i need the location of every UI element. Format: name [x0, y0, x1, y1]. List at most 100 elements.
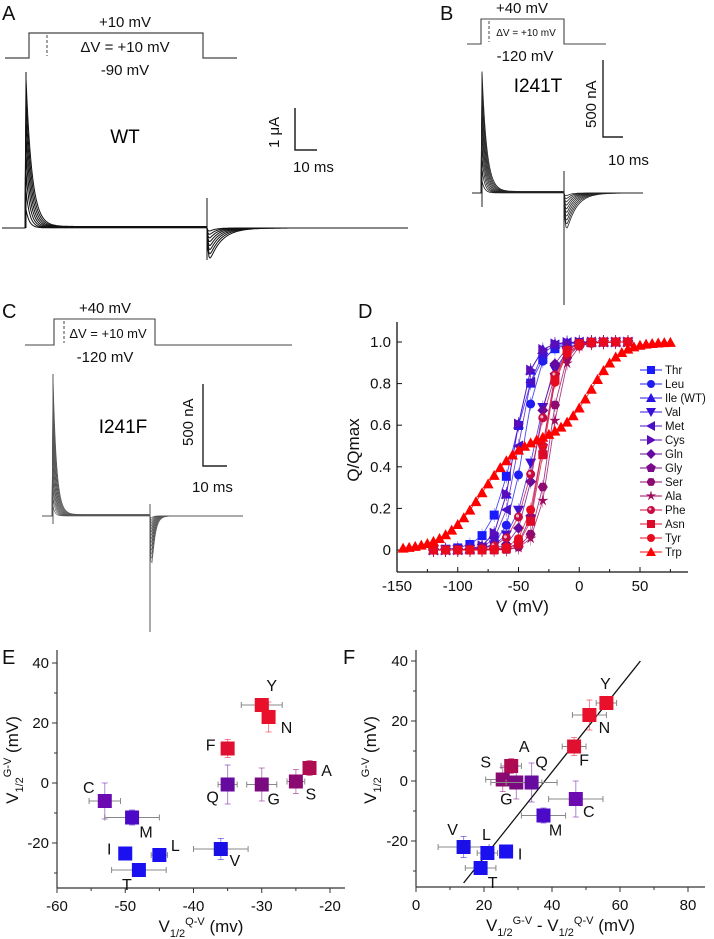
data-point-t: T: [464, 861, 498, 892]
marker-triangle-right: [526, 364, 537, 376]
axis-label-sub: 1/2: [559, 927, 574, 939]
marker-triangle-right: [489, 527, 500, 539]
current-trace: [42, 384, 243, 559]
legend-label: Ser: [665, 477, 683, 489]
point-label: N: [599, 720, 611, 737]
current-traces-a: [2, 72, 408, 260]
marker-square: [480, 846, 495, 860]
marker-circle: [647, 534, 655, 542]
y-axis-label: V1/2G-V (mV): [360, 716, 384, 804]
marker-triangle-up: [604, 357, 616, 368]
scale-y-a: 1 μA: [266, 117, 283, 148]
protocol-hold-c: -120 mV: [77, 349, 134, 366]
current-trace: [2, 97, 408, 255]
data-point-q: Q: [505, 755, 558, 803]
marker-triangle-up: [488, 469, 500, 480]
marker-circle: [441, 545, 451, 555]
marker-triangle-up: [664, 336, 676, 347]
panel-label-a: A: [2, 3, 16, 25]
panel-label-c: C: [2, 301, 16, 323]
point-label: A: [321, 763, 332, 780]
marker-circle: [611, 337, 621, 347]
marker-square: [524, 775, 539, 790]
axis-label-sup: G-V: [513, 915, 533, 927]
marker-star: [645, 490, 657, 501]
marker-highlight: [540, 415, 544, 419]
point-label: M: [549, 823, 562, 840]
marker-star: [561, 357, 573, 369]
y-tick-label: -20: [386, 833, 408, 850]
legend-label: Asn: [665, 519, 685, 531]
series-tyr: [428, 335, 633, 557]
marker-circle: [465, 545, 475, 555]
scale-bar-c: 500 nA 10 ms: [180, 384, 233, 496]
scale-x-a: 10 ms: [293, 159, 334, 176]
construct-label-c: I241F: [99, 417, 148, 438]
marker-circle: [514, 470, 523, 480]
data-point-s: S: [286, 769, 316, 804]
scale-x-b: 10 ms: [608, 152, 649, 169]
marker-square: [536, 808, 551, 823]
marker-square: [582, 708, 597, 722]
data-point-n: N: [261, 701, 292, 737]
data-point-f: F: [206, 738, 235, 758]
x-axis-label: V (mV): [496, 597, 549, 616]
y-tick-label: 20: [32, 715, 49, 732]
marker-circle: [453, 545, 463, 555]
marker-star: [549, 414, 561, 426]
y-tick-label: 0: [400, 773, 408, 790]
panel-d: D -150 -100 -50 0 50 0 0.2 0.4 0.6 0.8 1.0 V (mV) Q/…: [344, 301, 706, 616]
construct-label-a: WT: [110, 127, 140, 148]
legend-label: Gln: [665, 449, 683, 461]
y-axis-label: V1/2G-V (mV): [2, 716, 26, 804]
x-tick-label: -30: [251, 898, 273, 915]
marker-circle: [647, 380, 655, 388]
marker-square: [568, 792, 583, 806]
legend-item: Leu: [640, 379, 684, 391]
point-label: C: [583, 804, 595, 821]
legend-label: Phe: [665, 505, 685, 517]
point-label: G: [500, 792, 512, 809]
scale-bar-b: 500 nA 10 ms: [583, 60, 649, 169]
marker-highlight: [648, 507, 652, 511]
legend-item: Phe: [640, 505, 685, 517]
protocol-step-a: ΔV = +10 mV: [80, 39, 169, 56]
current-trace: [42, 495, 243, 522]
series-trp: [397, 336, 676, 553]
x-tick-label: -50: [114, 898, 136, 915]
data-point-f: F: [561, 737, 589, 770]
marker-diamond: [513, 522, 524, 534]
current-traces-b: [472, 71, 643, 305]
marker-square: [495, 772, 510, 787]
axis-label-sup: Q-V: [574, 915, 594, 927]
point-label: A: [519, 739, 530, 756]
marker-square: [213, 842, 228, 856]
marker-triangle-up: [531, 434, 543, 445]
axis-label-unit: (mV): [361, 716, 380, 753]
axis-label-unit: (mV): [3, 716, 22, 753]
protocol-step-b: ΔV = +10 mV: [496, 28, 556, 39]
marker-pentagon: [646, 463, 656, 472]
data-point-l: L: [150, 838, 180, 862]
data-point-q: Q: [206, 764, 238, 807]
x-axis-label: V1/2Q-V (mv): [159, 916, 244, 939]
marker-triangle-left: [525, 376, 536, 388]
y-tick-label: 0: [41, 775, 49, 792]
panel-label-b: B: [440, 3, 453, 25]
legend-label: Cys: [665, 435, 685, 447]
marker-star: [537, 494, 549, 506]
marker-square: [302, 761, 317, 775]
data-point-t: T: [111, 863, 167, 894]
protocol-hold-b: -120 mV: [497, 48, 554, 65]
marker-triangle-up: [476, 487, 488, 498]
legend: Thr Leu Ile (WT) Val Met Cys Gln Gly Ser Ala Phe As…: [640, 365, 706, 559]
axis-label-sub: 1/2: [14, 777, 26, 792]
marker-square: [220, 741, 235, 756]
marker-square: [152, 848, 167, 862]
marker-triangle-up: [646, 547, 656, 556]
point-label: Q: [206, 790, 218, 807]
marker-triangle-right: [514, 418, 524, 430]
y-tick-label: 0.8: [370, 376, 391, 393]
marker-square: [647, 520, 655, 528]
